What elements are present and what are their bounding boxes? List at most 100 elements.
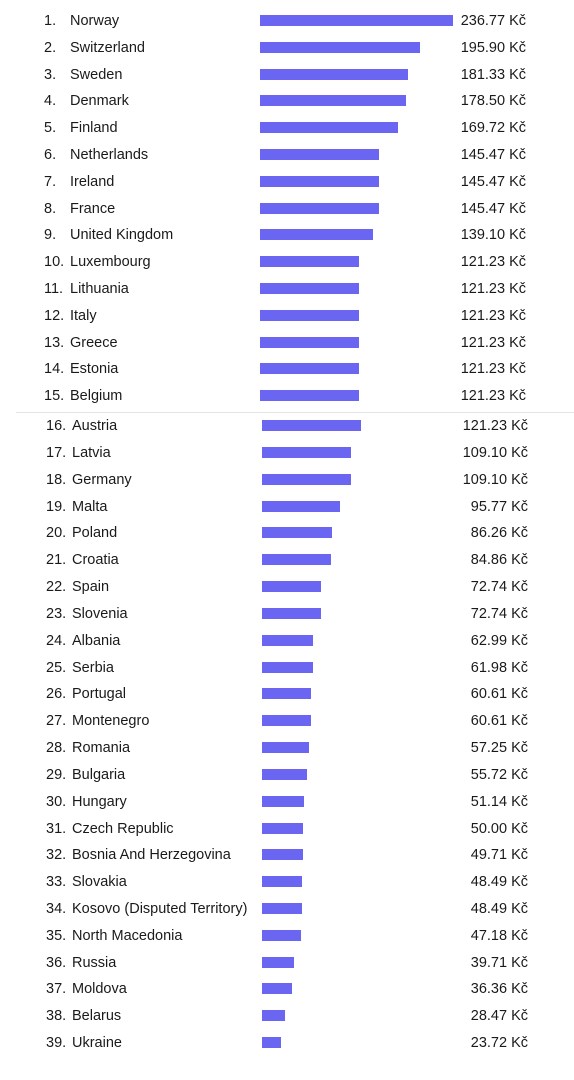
chart-row: 6. Netherlands 145.47 Kč [0, 142, 574, 168]
rank-label: 25. [46, 659, 67, 676]
value-label: 169.72 Kč [460, 120, 526, 137]
chart-row: 15. Belgium 121.23 Kč [0, 383, 574, 409]
value-bar [262, 500, 341, 512]
country-label: Belarus [72, 1008, 122, 1025]
value-label: 145.47 Kč [460, 146, 526, 163]
value-label: 47.18 Kč [470, 927, 528, 944]
value-bar [260, 41, 420, 53]
value-label: 145.47 Kč [460, 173, 526, 190]
value-label: 121.23 Kč [462, 418, 528, 434]
country-label: Albania [72, 632, 121, 649]
country-label: Netherlands [70, 146, 149, 163]
chart-row: 35. North Macedonia 47.18 Kč [0, 923, 574, 949]
value-bar [262, 902, 302, 914]
value-bar [260, 229, 374, 241]
value-bar [262, 715, 312, 727]
chart-row: 18. Germany 109.10 Kč [0, 467, 574, 493]
value-label: 121.23 Kč [460, 334, 526, 351]
country-label: France [70, 200, 116, 217]
chart-row: 30. Hungary 51.14 Kč [0, 789, 574, 815]
rank-label: 19. [46, 498, 67, 515]
value-bar [262, 1010, 286, 1022]
rank-label: 23. [46, 605, 67, 622]
rank-label: 22. [46, 579, 67, 595]
rank-label: 4. [44, 93, 57, 110]
chart-row: 31. Czech Republic 50.00 Kč [0, 816, 574, 842]
country-label: Slovenia [72, 605, 128, 622]
value-label: 181.33 Kč [460, 66, 526, 83]
country-label: Bulgaria [72, 766, 126, 783]
country-label: North Macedonia [72, 927, 183, 944]
rank-label: 38. [46, 1008, 67, 1025]
chart-row: 32. Bosnia And Herzegovina 49.71 Kč [0, 842, 574, 868]
chart-row: 9. United Kingdom 139.10 Kč [0, 222, 574, 248]
chart-row: 36. Russia 39.71 Kč [0, 950, 574, 976]
value-label: 55.72 Kč [470, 766, 528, 783]
country-label: Czech Republic [72, 820, 174, 837]
chart-row: 28. Romania 57.25 Kč [0, 735, 574, 761]
country-label: United Kingdom [70, 227, 174, 244]
country-label: Montenegro [72, 713, 150, 730]
rank-label: 17. [46, 444, 67, 461]
value-label: 48.49 Kč [470, 900, 528, 917]
value-bar [262, 956, 295, 968]
rank-label: 11. [44, 280, 64, 297]
value-bar [260, 15, 453, 26]
value-label: 72.74 Kč [470, 579, 528, 595]
rank-label: 15. [44, 388, 65, 405]
value-label: 109.10 Kč [462, 444, 528, 461]
chart-row: 26. Portugal 60.61 Kč [0, 681, 574, 707]
rank-label: 31. [46, 820, 67, 837]
value-label: 61.98 Kč [470, 659, 528, 676]
country-label: Finland [70, 120, 118, 137]
country-label: Norway [70, 13, 120, 29]
value-label: 86.26 Kč [470, 525, 528, 542]
value-label: 139.10 Kč [460, 227, 526, 244]
value-label: 60.61 Kč [470, 686, 528, 703]
country-label: Denmark [70, 93, 129, 110]
country-label: Russia [72, 954, 117, 971]
rank-label: 8. [44, 200, 57, 217]
chart-row: 13. Greece 121.23 Kč [0, 330, 574, 356]
chart-row: 17. Latvia 109.10 Kč [0, 440, 574, 466]
rank-label: 24. [46, 632, 67, 649]
value-label: 50.00 Kč [470, 820, 528, 837]
rank-label: 34. [46, 900, 67, 917]
chart-row: 25. Serbia 61.98 Kč [0, 655, 574, 681]
value-label: 121.23 Kč [460, 361, 526, 378]
value-bar [260, 256, 359, 268]
chart-row: 39. Ukraine 23.72 Kč [0, 1030, 574, 1056]
chart-row: 8. France 145.47 Kč [0, 196, 574, 222]
country-label: Ireland [70, 173, 115, 190]
country-label: Belgium [70, 388, 123, 405]
country-label: Austria [72, 418, 118, 434]
value-bar [262, 768, 308, 780]
country-label: Poland [72, 525, 118, 542]
value-bar [262, 688, 312, 700]
country-label: Kosovo (Disputed Territory) [72, 900, 248, 917]
rank-label: 28. [46, 740, 67, 756]
chart-row: 24. Albania 62.99 Kč [0, 628, 574, 654]
rank-label: 6. [44, 146, 57, 163]
rank-label: 30. [46, 793, 67, 810]
section-divider [16, 412, 574, 413]
country-label: Estonia [70, 361, 119, 378]
value-label: 121.23 Kč [460, 307, 526, 324]
rank-label: 18. [46, 471, 67, 488]
chart-row: 19. Malta 95.77 Kč [0, 494, 574, 520]
value-bar [262, 822, 303, 834]
chart-row: 12. Italy 121.23 Kč [0, 303, 574, 329]
rank-label: 37. [46, 981, 67, 998]
country-label: Latvia [72, 444, 111, 461]
chart-row: 20. Poland 86.26 Kč [0, 520, 574, 546]
country-label: Luxembourg [70, 254, 151, 271]
value-bar [262, 420, 361, 431]
chart-row: 23. Slovenia 72.74 Kč [0, 601, 574, 627]
value-label: 121.23 Kč [460, 388, 526, 405]
value-label: 109.10 Kč [462, 471, 528, 488]
rank-label: 2. [44, 39, 57, 56]
value-label: 72.74 Kč [470, 605, 528, 622]
value-label: 36.36 Kč [470, 981, 528, 998]
country-label: Lithuania [70, 280, 129, 297]
chart-row: 37. Moldova 36.36 Kč [0, 976, 574, 1002]
